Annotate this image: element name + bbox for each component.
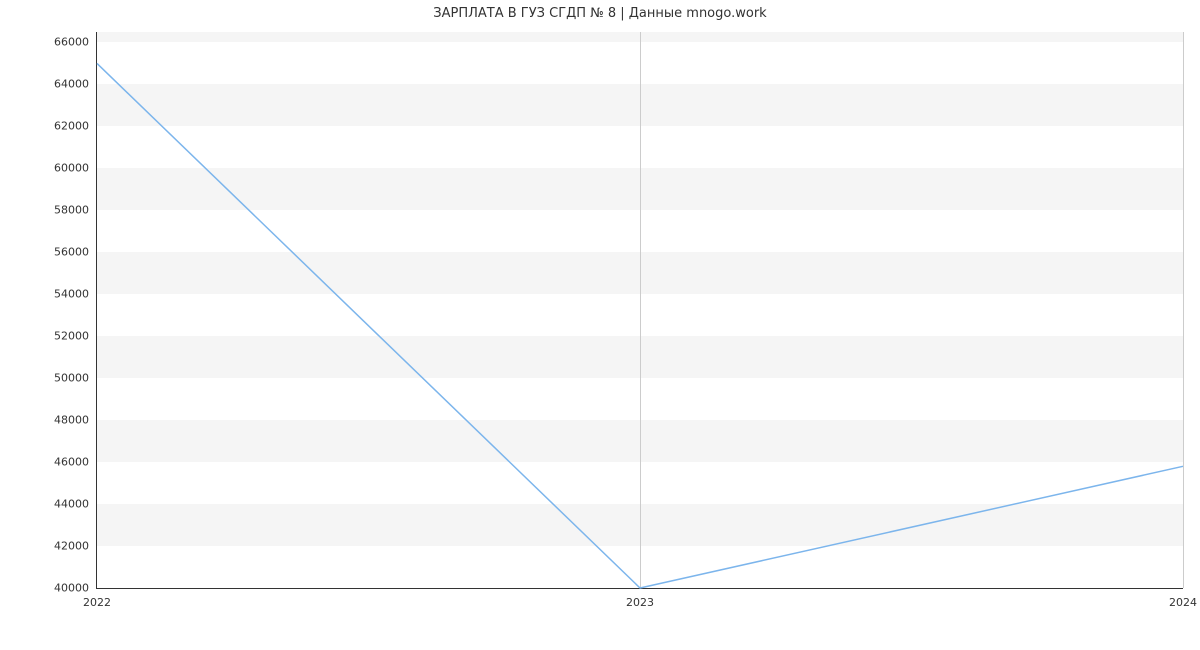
y-tick-label: 48000: [54, 414, 89, 427]
y-tick-label: 60000: [54, 162, 89, 175]
x-gridline: [1183, 32, 1184, 588]
y-tick-label: 46000: [54, 456, 89, 469]
y-tick-label: 44000: [54, 498, 89, 511]
chart-title: ЗАРПЛАТА В ГУЗ СГДП № 8 | Данные mnogo.w…: [0, 6, 1200, 21]
y-tick-label: 62000: [54, 120, 89, 133]
x-tick-label: 2022: [83, 596, 111, 609]
x-tick-label: 2023: [626, 596, 654, 609]
plot-area: 4000042000440004600048000500005200054000…: [96, 32, 1183, 589]
y-tick-label: 64000: [54, 78, 89, 91]
y-tick-label: 50000: [54, 372, 89, 385]
y-tick-label: 42000: [54, 540, 89, 553]
y-tick-label: 56000: [54, 246, 89, 259]
y-tick-label: 52000: [54, 330, 89, 343]
y-tick-label: 54000: [54, 288, 89, 301]
salary-line-chart: ЗАРПЛАТА В ГУЗ СГДП № 8 | Данные mnogo.w…: [0, 0, 1200, 650]
series-layer: [97, 32, 1183, 588]
y-tick-label: 66000: [54, 36, 89, 49]
x-tick-label: 2024: [1169, 596, 1197, 609]
series-line-salary: [97, 63, 1183, 588]
y-tick-label: 40000: [54, 582, 89, 595]
y-tick-label: 58000: [54, 204, 89, 217]
